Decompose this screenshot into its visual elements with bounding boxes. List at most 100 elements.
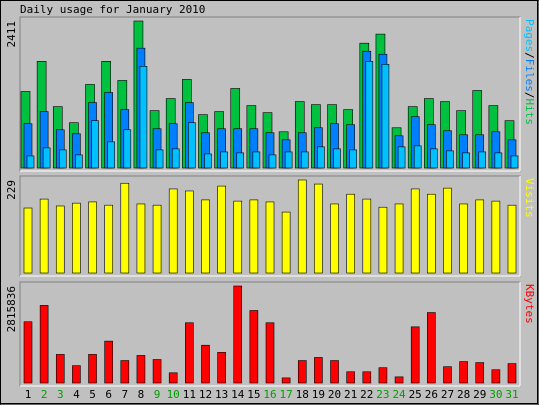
bar <box>26 155 35 169</box>
x-tick-label: 15 <box>247 388 260 401</box>
bar <box>443 187 452 274</box>
bar <box>378 206 388 274</box>
bar <box>233 285 243 384</box>
bar <box>155 149 164 169</box>
bar <box>185 322 194 384</box>
legend-entry: Files <box>523 59 536 92</box>
bar <box>491 200 501 274</box>
bar <box>42 147 51 169</box>
bar <box>168 188 178 274</box>
bar <box>394 376 404 384</box>
bar <box>281 211 291 274</box>
bar <box>507 363 517 384</box>
bar <box>317 146 325 169</box>
x-tick-label: 29 <box>473 388 486 401</box>
bar <box>39 198 49 274</box>
bar <box>346 193 355 274</box>
x-tick-label: 31 <box>505 388 518 401</box>
bar <box>88 354 97 384</box>
bar <box>201 344 210 384</box>
x-tick-label: 30 <box>489 388 502 401</box>
x-tick-label: 14 <box>231 388 245 401</box>
x-tick-label: 1 <box>25 388 32 401</box>
bar <box>413 145 422 169</box>
legend-separator: / <box>523 52 536 59</box>
bar <box>23 207 33 274</box>
bar <box>410 326 420 384</box>
x-tick-label: 27 <box>441 388 454 401</box>
bar <box>362 198 372 274</box>
bar <box>23 321 33 384</box>
bar <box>123 129 132 169</box>
bar <box>333 148 341 169</box>
bar <box>475 362 485 384</box>
legend-entry: Hits <box>523 99 536 126</box>
bar <box>185 190 194 274</box>
bar <box>314 183 323 274</box>
bar <box>58 149 67 169</box>
bar <box>491 369 501 384</box>
bar <box>394 203 404 274</box>
bar <box>136 203 146 274</box>
x-tick-label: 20 <box>328 388 341 401</box>
bar <box>204 153 212 169</box>
bar <box>152 359 162 384</box>
x-tick-label: 9 <box>154 388 161 401</box>
bar <box>459 361 468 384</box>
bar <box>284 151 293 169</box>
x-tick-label: 5 <box>89 388 96 401</box>
bar <box>249 199 259 274</box>
bar <box>478 151 487 169</box>
bar <box>397 146 406 169</box>
legend: Pages/Files/Hits <box>523 19 536 125</box>
bar <box>120 360 130 384</box>
bar <box>233 200 243 274</box>
bar <box>410 188 420 274</box>
bar <box>443 366 452 384</box>
x-tick-label: 4 <box>73 388 80 401</box>
bar <box>381 63 390 169</box>
bar <box>104 204 113 274</box>
bar <box>462 152 470 169</box>
bar <box>330 203 339 274</box>
bar <box>430 148 438 169</box>
bar <box>265 201 275 274</box>
bar <box>365 61 374 169</box>
x-tick-label: 2 <box>41 388 48 401</box>
bar <box>300 151 309 169</box>
bar <box>475 199 485 274</box>
bar <box>265 322 275 384</box>
x-tick-label: 16 <box>263 388 276 401</box>
bar <box>104 340 113 384</box>
bar <box>346 371 355 384</box>
legend-entry: KBytes <box>523 284 536 324</box>
bar <box>427 312 436 384</box>
bar <box>139 66 148 169</box>
bar <box>427 193 436 274</box>
bar <box>152 204 162 274</box>
bar <box>75 154 83 169</box>
x-tick-label: 19 <box>312 388 325 401</box>
bar <box>55 205 65 274</box>
bar <box>494 152 503 169</box>
legend: KBytes <box>523 284 536 324</box>
x-tick-label: 8 <box>138 388 145 401</box>
bar <box>39 305 49 384</box>
x-tick-label: 23 <box>376 388 389 401</box>
x-tick-label: 17 <box>280 388 293 401</box>
bar <box>459 203 468 274</box>
bar <box>446 150 454 169</box>
bar <box>297 360 307 384</box>
bar <box>281 377 291 384</box>
bar <box>510 155 519 169</box>
y-tick-label: 2815836 <box>5 286 18 332</box>
bar <box>249 310 259 384</box>
chart-title: Daily usage for January 2010 <box>20 3 205 16</box>
x-tick-label: 7 <box>121 388 128 401</box>
bar <box>91 120 99 169</box>
x-tick-label: 24 <box>392 388 406 401</box>
legend-entry: Visits <box>523 178 536 218</box>
bar <box>136 355 146 384</box>
